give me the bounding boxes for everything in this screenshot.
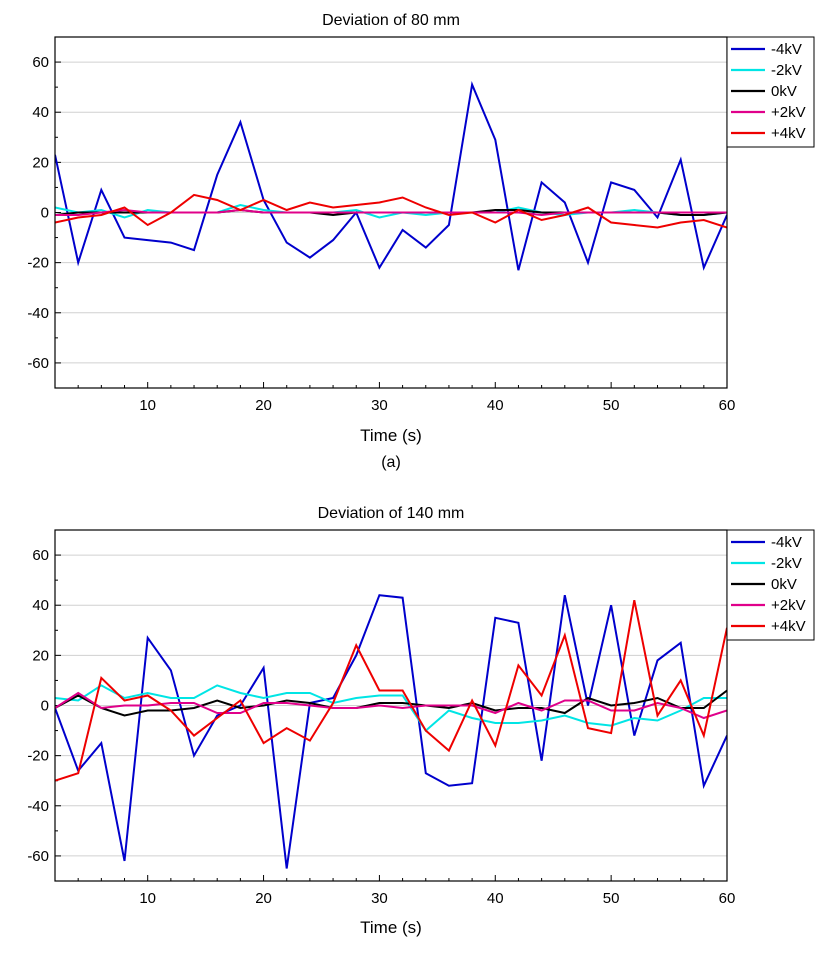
x-tick-label: 50	[603, 397, 620, 414]
x-axis-label: Time (s)	[360, 426, 422, 445]
series-line-4kV	[55, 193, 727, 229]
plot-frame	[54, 529, 728, 882]
plot-frame	[54, 36, 728, 389]
panel-caption: (a)	[381, 454, 401, 471]
y-tick-label: 20	[32, 647, 49, 664]
x-tick-label: 20	[255, 397, 272, 414]
legend: -4kV -2kV 0kV +2kV +4kV	[726, 529, 815, 641]
legend-label: +4kV	[771, 125, 806, 142]
legend-label: -2kV	[771, 62, 802, 79]
x-axis-label: Time (s)	[360, 918, 422, 937]
x-tick-label: 60	[719, 397, 736, 414]
y-tick-label: 40	[32, 597, 49, 614]
legend: -4kV -2kV 0kV +2kV +4kV	[726, 36, 815, 148]
series-line-2kV	[55, 208, 727, 217]
x-tick-label: 50	[603, 890, 620, 907]
chart-panel-2: Deviation of 140 mm -60 -40 -20 0 20 40 60 10 20 3…	[27, 505, 815, 937]
series-line-2kV	[55, 684, 727, 733]
x-tick-label: 40	[487, 397, 504, 414]
legend-label: 0kV	[771, 83, 797, 100]
y-tick-label: -20	[27, 748, 49, 765]
y-tick-label: -40	[27, 798, 49, 815]
y-tick-label: 60	[32, 54, 49, 71]
x-tick-label: 30	[371, 397, 388, 414]
series-line-4kV	[55, 594, 727, 869]
y-tick-label: -20	[27, 255, 49, 272]
y-tick-label: -60	[27, 355, 49, 372]
legend-label: -2kV	[771, 555, 802, 572]
y-tick-label: 0	[41, 205, 49, 222]
x-tick-label: 10	[139, 397, 156, 414]
chart-title: Deviation of 140 mm	[318, 505, 465, 522]
y-tick-label: 60	[32, 547, 49, 564]
x-tick-label: 60	[719, 890, 736, 907]
series-line-2kV	[55, 203, 727, 219]
y-tick-label: 40	[32, 104, 49, 121]
chart-title: Deviation of 80 mm	[322, 12, 460, 29]
legend-label: 0kV	[771, 576, 797, 593]
chart-panel-1: Deviation of 80 mm -60 -40 -20 0 20 40 60 10 20 30…	[27, 12, 815, 471]
x-tick-label: 40	[487, 890, 504, 907]
legend-label: +2kV	[771, 104, 806, 121]
x-tick-label: 30	[371, 890, 388, 907]
legend-label: -4kV	[771, 534, 802, 551]
y-tick-label: 20	[32, 154, 49, 171]
legend-label: -4kV	[771, 41, 802, 58]
x-tick-label: 20	[255, 890, 272, 907]
series-line-4kV	[55, 600, 727, 782]
y-tick-label: -40	[27, 305, 49, 322]
legend-label: +4kV	[771, 618, 806, 635]
series-line-0kV	[55, 689, 727, 717]
x-tick-label: 10	[139, 890, 156, 907]
y-tick-label: 0	[41, 698, 49, 715]
legend-label: +2kV	[771, 597, 806, 614]
series-line-4kV	[55, 81, 727, 271]
y-tick-label: -60	[27, 848, 49, 865]
